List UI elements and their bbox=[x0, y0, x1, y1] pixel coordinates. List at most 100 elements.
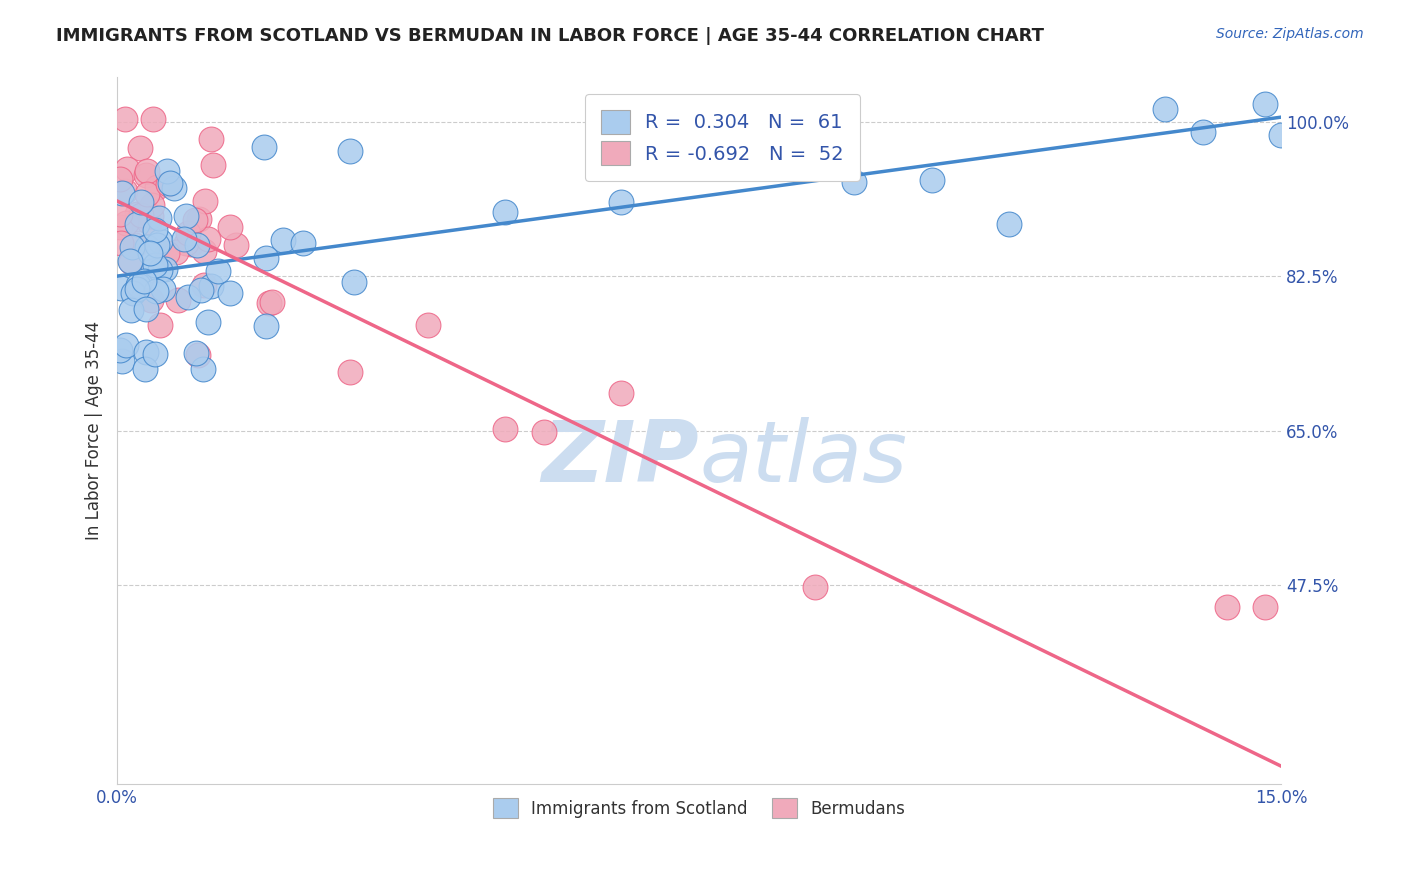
Point bbox=[143, 223, 166, 237]
Point bbox=[225, 238, 247, 252]
Point bbox=[165, 244, 187, 259]
Point bbox=[111, 353, 134, 368]
Point bbox=[136, 163, 159, 178]
Point bbox=[142, 262, 165, 277]
Point bbox=[129, 194, 152, 209]
Point bbox=[1270, 128, 1292, 142]
Point bbox=[184, 346, 207, 360]
Point bbox=[193, 244, 215, 259]
Point bbox=[135, 168, 157, 182]
Point bbox=[148, 211, 170, 226]
Point bbox=[610, 386, 633, 401]
Point bbox=[143, 347, 166, 361]
Point bbox=[114, 216, 136, 230]
Point bbox=[108, 219, 131, 234]
Point bbox=[149, 263, 172, 277]
Point bbox=[122, 285, 145, 300]
Point bbox=[134, 274, 156, 288]
Point bbox=[173, 232, 195, 246]
Point bbox=[139, 293, 162, 308]
Point bbox=[110, 281, 132, 295]
Point bbox=[114, 112, 136, 126]
Point bbox=[177, 290, 200, 304]
Point bbox=[127, 211, 149, 226]
Point bbox=[494, 204, 516, 219]
Point bbox=[163, 181, 186, 195]
Point bbox=[156, 246, 179, 260]
Legend: Immigrants from Scotland, Bermudans: Immigrants from Scotland, Bermudans bbox=[486, 791, 912, 825]
Point bbox=[207, 263, 229, 277]
Point bbox=[143, 258, 166, 272]
Point bbox=[124, 238, 146, 252]
Point bbox=[844, 175, 866, 189]
Point bbox=[257, 296, 280, 310]
Point bbox=[292, 236, 315, 251]
Point bbox=[135, 187, 157, 202]
Point bbox=[108, 343, 131, 357]
Point bbox=[253, 140, 276, 154]
Text: Source: ZipAtlas.com: Source: ZipAtlas.com bbox=[1216, 27, 1364, 41]
Point bbox=[339, 365, 361, 379]
Point bbox=[1254, 600, 1277, 615]
Point bbox=[174, 209, 197, 223]
Point bbox=[138, 215, 160, 229]
Point bbox=[180, 236, 202, 251]
Point bbox=[1192, 125, 1215, 139]
Point bbox=[115, 338, 138, 352]
Point bbox=[125, 217, 148, 231]
Point bbox=[115, 162, 138, 177]
Point bbox=[219, 285, 242, 300]
Point bbox=[197, 315, 219, 329]
Text: IMMIGRANTS FROM SCOTLAND VS BERMUDAN IN LABOR FORCE | AGE 35-44 CORRELATION CHAR: IMMIGRANTS FROM SCOTLAND VS BERMUDAN IN … bbox=[56, 27, 1045, 45]
Point bbox=[157, 177, 180, 191]
Point bbox=[273, 233, 295, 247]
Point bbox=[343, 275, 366, 289]
Point bbox=[136, 240, 159, 254]
Point bbox=[129, 140, 152, 154]
Point bbox=[416, 318, 439, 332]
Point bbox=[135, 301, 157, 316]
Point bbox=[111, 186, 134, 201]
Point bbox=[190, 283, 212, 297]
Point bbox=[148, 318, 170, 333]
Point bbox=[146, 237, 169, 252]
Point bbox=[1254, 97, 1277, 112]
Y-axis label: In Labor Force | Age 35-44: In Labor Force | Age 35-44 bbox=[86, 321, 103, 541]
Point bbox=[127, 277, 149, 292]
Point bbox=[127, 282, 149, 296]
Point bbox=[121, 240, 143, 254]
Point bbox=[145, 284, 167, 298]
Point bbox=[998, 217, 1021, 231]
Point bbox=[1153, 102, 1175, 116]
Point bbox=[200, 278, 222, 293]
Text: atlas: atlas bbox=[699, 417, 907, 500]
Point bbox=[146, 180, 169, 194]
Point bbox=[149, 234, 172, 248]
Point bbox=[139, 246, 162, 260]
Point bbox=[193, 277, 215, 292]
Point bbox=[129, 208, 152, 222]
Point bbox=[139, 209, 162, 223]
Point bbox=[254, 251, 277, 265]
Point bbox=[494, 422, 516, 436]
Point bbox=[114, 184, 136, 198]
Point bbox=[193, 361, 215, 376]
Point bbox=[120, 255, 142, 269]
Point bbox=[134, 361, 156, 376]
Point bbox=[118, 254, 141, 268]
Point bbox=[110, 235, 132, 250]
Text: ZIP: ZIP bbox=[541, 417, 699, 500]
Point bbox=[921, 173, 943, 187]
Point bbox=[339, 145, 361, 159]
Point bbox=[142, 112, 165, 126]
Point bbox=[125, 207, 148, 221]
Point bbox=[219, 220, 242, 235]
Point bbox=[159, 176, 181, 190]
Point bbox=[533, 425, 555, 440]
Point bbox=[108, 171, 131, 186]
Point bbox=[197, 232, 219, 246]
Point bbox=[187, 348, 209, 362]
Point bbox=[186, 238, 208, 252]
Point bbox=[141, 198, 163, 212]
Point bbox=[120, 303, 142, 318]
